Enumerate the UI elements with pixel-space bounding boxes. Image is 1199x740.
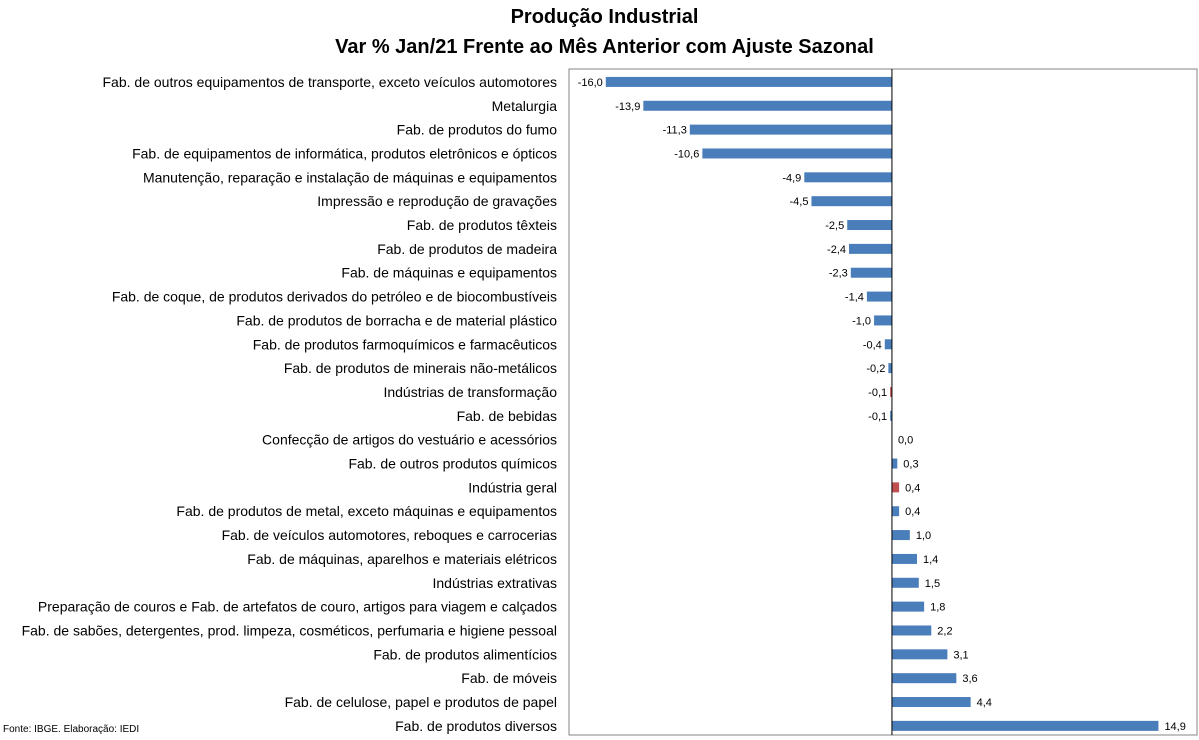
bar	[849, 243, 892, 254]
bar	[847, 220, 892, 231]
category-label: Fab. de produtos de metal, exceto máquin…	[176, 503, 557, 519]
value-label: -2,4	[827, 244, 846, 256]
category-label: Confecção de artigos do vestuário e aces…	[262, 432, 557, 448]
value-label: -10,6	[674, 148, 699, 160]
value-label: -2,5	[825, 220, 844, 232]
bar	[702, 148, 892, 159]
category-label: Fab. de produtos alimentícios	[373, 646, 557, 662]
value-label: -4,9	[782, 172, 801, 184]
bar	[891, 649, 948, 660]
bar	[891, 720, 1159, 731]
value-label: 14,9	[1164, 721, 1185, 733]
bar	[605, 76, 892, 87]
bar	[850, 267, 892, 278]
source-note: Fonte: IBGE. Elaboração: IEDI	[3, 724, 140, 735]
category-label: Fab. de outros produtos químicos	[348, 456, 557, 472]
value-label: -13,9	[615, 101, 640, 113]
category-label: Fab. de produtos do fumo	[397, 122, 558, 138]
category-label: Fab. de coque, de produtos derivados do …	[112, 289, 557, 305]
category-label: Metalurgia	[492, 98, 558, 114]
value-label: 0,3	[903, 459, 918, 471]
bar	[891, 625, 932, 636]
category-label: Indústria geral	[468, 479, 557, 495]
value-label: -1,0	[852, 315, 871, 327]
bar	[643, 100, 892, 111]
value-label: 0,0	[898, 435, 913, 447]
category-label: Fab. de bebidas	[457, 408, 557, 424]
bar	[891, 553, 917, 564]
plot-area-frame	[568, 68, 1198, 736]
value-label: 3,1	[953, 649, 968, 661]
bar	[804, 172, 892, 183]
bar	[689, 124, 892, 135]
category-label: Indústrias de transformação	[383, 384, 557, 400]
bar	[891, 482, 900, 493]
category-label: Fab. de produtos de madeira	[377, 241, 557, 257]
bar	[891, 673, 957, 684]
bar	[890, 410, 892, 421]
category-label: Fab. de móveis	[461, 670, 557, 686]
category-label: Fab. de equipamentos de informática, pro…	[132, 145, 557, 161]
value-label: 1,0	[916, 530, 931, 542]
value-label: -0,2	[866, 363, 885, 375]
bar	[891, 601, 925, 612]
value-label: -4,5	[789, 196, 808, 208]
value-label: -1,4	[845, 292, 864, 304]
bar	[884, 339, 892, 350]
value-label: -0,1	[868, 411, 887, 423]
value-label: 2,2	[937, 625, 952, 637]
bar	[891, 506, 900, 517]
bar	[890, 386, 892, 397]
category-label: Fab. de produtos têxteis	[407, 217, 557, 233]
category-label: Fab. de produtos de minerais não-metálic…	[284, 360, 557, 376]
value-label: 1,5	[925, 578, 940, 590]
category-label: Preparação de couros e Fab. de artefatos…	[38, 599, 557, 615]
value-label: -0,4	[863, 339, 882, 351]
bar	[811, 196, 892, 207]
bar	[866, 291, 892, 302]
value-label: -16,0	[578, 77, 603, 89]
category-label: Fab. de máquinas e equipamentos	[341, 265, 557, 281]
category-label: Fab. de outros equipamentos de transport…	[103, 74, 558, 90]
value-label: -2,3	[829, 268, 848, 280]
chart-subtitle: Var % Jan/21 Frente ao Mês Anterior com …	[335, 36, 874, 58]
category-label: Fab. de máquinas, aparelhos e materiais …	[247, 551, 557, 567]
value-label: 4,4	[977, 697, 992, 709]
category-label: Fab. de produtos diversos	[395, 718, 557, 734]
category-label: Impressão e reprodução de gravações	[317, 193, 557, 209]
category-label: Manutenção, reparação e instalação de má…	[143, 169, 557, 185]
value-label: -0,1	[868, 387, 887, 399]
bar	[891, 697, 971, 708]
value-label: 3,6	[962, 673, 977, 685]
value-label: 1,4	[923, 554, 938, 566]
bar	[888, 363, 892, 374]
category-label: Fab. de produtos farmoquímicos e farmacê…	[253, 336, 557, 352]
category-label: Fab. de celulose, papel e produtos de pa…	[285, 694, 557, 710]
bar	[891, 458, 898, 469]
value-label: 1,8	[930, 602, 945, 614]
bar	[874, 315, 892, 326]
category-label: Fab. de produtos de borracha e de materi…	[236, 312, 557, 328]
value-label: -11,3	[663, 125, 687, 137]
category-label: Fab. de sabões, detergentes, prod. limpe…	[22, 622, 557, 638]
bar	[891, 530, 910, 541]
chart-title: Produção Industrial	[510, 6, 699, 28]
category-label: Indústrias extrativas	[433, 575, 558, 591]
bar	[891, 577, 919, 588]
value-label: 0,4	[905, 506, 920, 518]
value-label: 0,4	[905, 482, 920, 494]
category-label: Fab. de veículos automotores, reboques e…	[222, 527, 557, 543]
